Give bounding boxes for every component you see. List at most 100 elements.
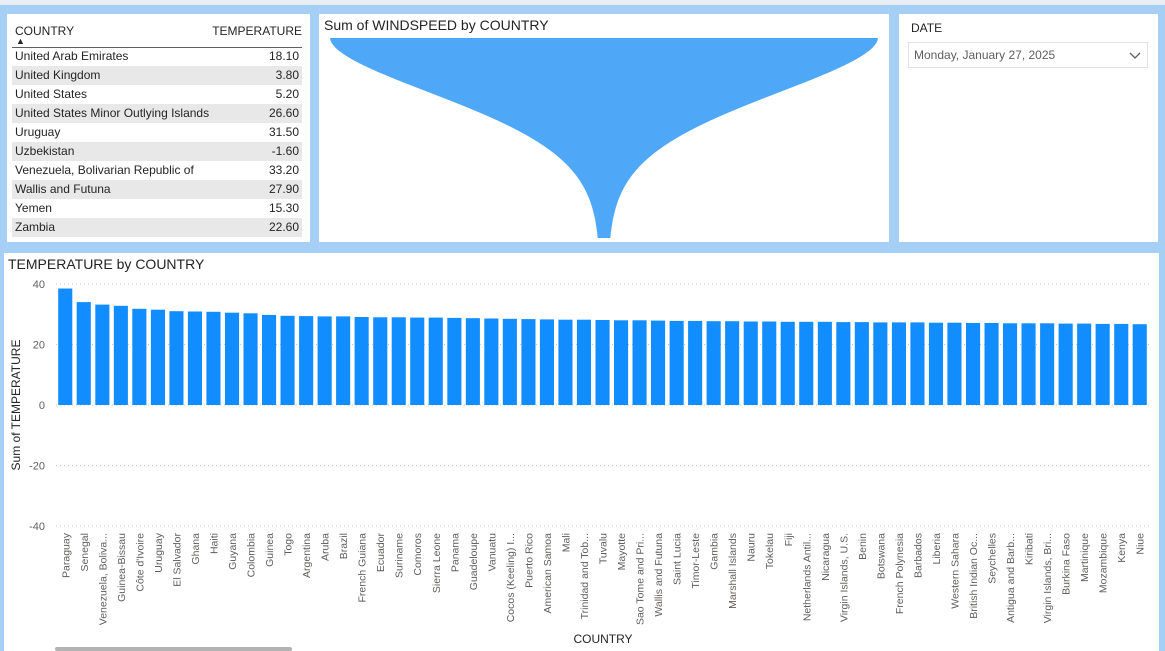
x-tick-label: Nicaragua: [820, 533, 832, 581]
date-slicer-label: DATE: [911, 21, 943, 35]
x-tick-label: Tuvalu: [598, 533, 610, 564]
bar[interactable]: [243, 313, 258, 405]
funnel-plot: [319, 38, 889, 238]
bar[interactable]: [317, 316, 332, 405]
x-tick-label: Mali: [560, 533, 572, 552]
bar[interactable]: [262, 314, 277, 405]
bar[interactable]: [1040, 323, 1055, 405]
bar[interactable]: [688, 320, 703, 405]
bar[interactable]: [132, 308, 147, 405]
table-row[interactable]: Yemen 15.30: [12, 199, 302, 218]
x-tick-label: Senegal: [79, 533, 91, 572]
bar[interactable]: [928, 322, 943, 405]
bar[interactable]: [576, 319, 591, 405]
horizontal-scrollbar[interactable]: [55, 647, 292, 651]
bar[interactable]: [1077, 323, 1092, 405]
table-row[interactable]: United States 5.20: [12, 85, 302, 104]
bar[interactable]: [373, 317, 388, 405]
table-row[interactable]: Uruguay 31.50: [12, 123, 302, 142]
x-tick-label: Botswana: [875, 533, 887, 579]
bar[interactable]: [169, 311, 184, 405]
x-tick-label: Seychelles: [987, 533, 999, 584]
bar[interactable]: [225, 312, 240, 405]
x-tick-label: Guyana: [227, 533, 239, 570]
bar[interactable]: [947, 322, 962, 405]
bar[interactable]: [206, 311, 221, 405]
bar[interactable]: [410, 317, 425, 405]
bar[interactable]: [725, 321, 740, 405]
x-tick-label: Argentina: [301, 533, 313, 578]
bar[interactable]: [1132, 324, 1147, 405]
x-tick-label: Ecuador: [375, 532, 387, 572]
x-tick-label: French Polynesia: [894, 533, 906, 614]
bar[interactable]: [1095, 323, 1110, 405]
bar[interactable]: [354, 317, 369, 405]
bar[interactable]: [447, 317, 462, 405]
y-tick-label: 40: [33, 279, 45, 291]
bar[interactable]: [465, 318, 480, 405]
bar[interactable]: [966, 323, 981, 405]
bar[interactable]: [984, 323, 999, 405]
bar[interactable]: [1003, 323, 1018, 405]
cell-temperature: 3.80: [275, 68, 299, 82]
table-row[interactable]: Venezuela, Bolivarian Republic of 33.20: [12, 161, 302, 180]
bar[interactable]: [632, 320, 647, 405]
bar[interactable]: [651, 320, 666, 405]
cell-country: United States: [15, 87, 88, 101]
bar[interactable]: [484, 318, 499, 406]
bar[interactable]: [502, 318, 517, 405]
bar[interactable]: [280, 315, 295, 405]
bar[interactable]: [891, 322, 906, 405]
bar[interactable]: [76, 302, 91, 405]
bar[interactable]: [299, 316, 314, 405]
bar[interactable]: [854, 322, 869, 405]
bar[interactable]: [614, 320, 629, 405]
date-dropdown[interactable]: Monday, January 27, 2025: [908, 42, 1148, 68]
table-row[interactable]: United Arab Emirates 18.10: [12, 47, 302, 66]
column-header-country[interactable]: COUNTRY: [15, 24, 75, 38]
table-row[interactable]: United Kingdom 3.80: [12, 66, 302, 85]
bar[interactable]: [910, 322, 925, 405]
bar[interactable]: [428, 317, 443, 405]
x-tick-label: Aruba: [320, 533, 332, 561]
bar[interactable]: [1114, 323, 1129, 405]
y-axis-label: Sum of TEMPERATURE: [9, 340, 23, 471]
table-row[interactable]: Wallis and Futuna 27.90: [12, 180, 302, 199]
bar[interactable]: [743, 321, 758, 406]
x-tick-label: Virgin Islands, Bri...: [1042, 533, 1054, 623]
cell-temperature: 22.60: [268, 220, 299, 234]
column-header-temperature[interactable]: TEMPERATURE: [212, 24, 302, 38]
table-row[interactable]: Uzbekistan -1.60: [12, 142, 302, 161]
bar[interactable]: [799, 321, 814, 405]
bar[interactable]: [817, 321, 832, 405]
bar[interactable]: [558, 319, 573, 405]
chevron-down-icon[interactable]: [1129, 49, 1141, 61]
sort-ascending-icon[interactable]: ▲: [16, 36, 25, 46]
bar[interactable]: [1058, 323, 1073, 405]
bar[interactable]: [780, 321, 795, 405]
bar[interactable]: [1021, 323, 1036, 405]
bar[interactable]: [113, 305, 128, 405]
bar[interactable]: [58, 288, 73, 406]
bar[interactable]: [521, 319, 536, 405]
bar[interactable]: [595, 320, 610, 405]
bar[interactable]: [539, 319, 554, 405]
table-row[interactable]: United States Minor Outlying Islands 26.6…: [12, 104, 302, 123]
table-body: United Arab Emirates 18.10 United Kingdom 3…: [12, 47, 302, 237]
top-strip: [0, 0, 1165, 5]
cell-country: United Kingdom: [15, 68, 101, 82]
table-row[interactable]: Zambia 22.60: [12, 218, 302, 237]
bar[interactable]: [187, 311, 202, 406]
bar[interactable]: [873, 322, 888, 405]
bar[interactable]: [150, 309, 165, 405]
bar[interactable]: [669, 320, 684, 405]
cell-country: Zambia: [15, 220, 56, 234]
bar[interactable]: [336, 316, 351, 405]
x-tick-label: Netherlands Antil...: [801, 533, 813, 621]
bar[interactable]: [391, 317, 406, 405]
bar[interactable]: [762, 321, 777, 406]
bar[interactable]: [836, 322, 851, 405]
bar[interactable]: [706, 321, 721, 405]
bar[interactable]: [95, 304, 110, 405]
funnel-shape[interactable]: [330, 38, 878, 238]
